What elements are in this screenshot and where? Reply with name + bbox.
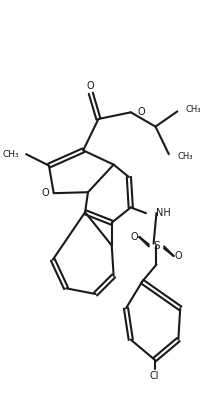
Text: O: O: [137, 107, 145, 118]
Text: CH₃: CH₃: [186, 105, 201, 114]
Text: NH: NH: [156, 208, 171, 218]
Text: O: O: [41, 188, 49, 198]
Text: CH₃: CH₃: [3, 150, 19, 159]
Text: O: O: [174, 251, 182, 261]
Text: CH₃: CH₃: [177, 152, 193, 161]
Text: S: S: [153, 241, 160, 252]
Text: O: O: [131, 232, 138, 242]
Text: Cl: Cl: [150, 371, 159, 381]
Text: O: O: [87, 81, 95, 91]
